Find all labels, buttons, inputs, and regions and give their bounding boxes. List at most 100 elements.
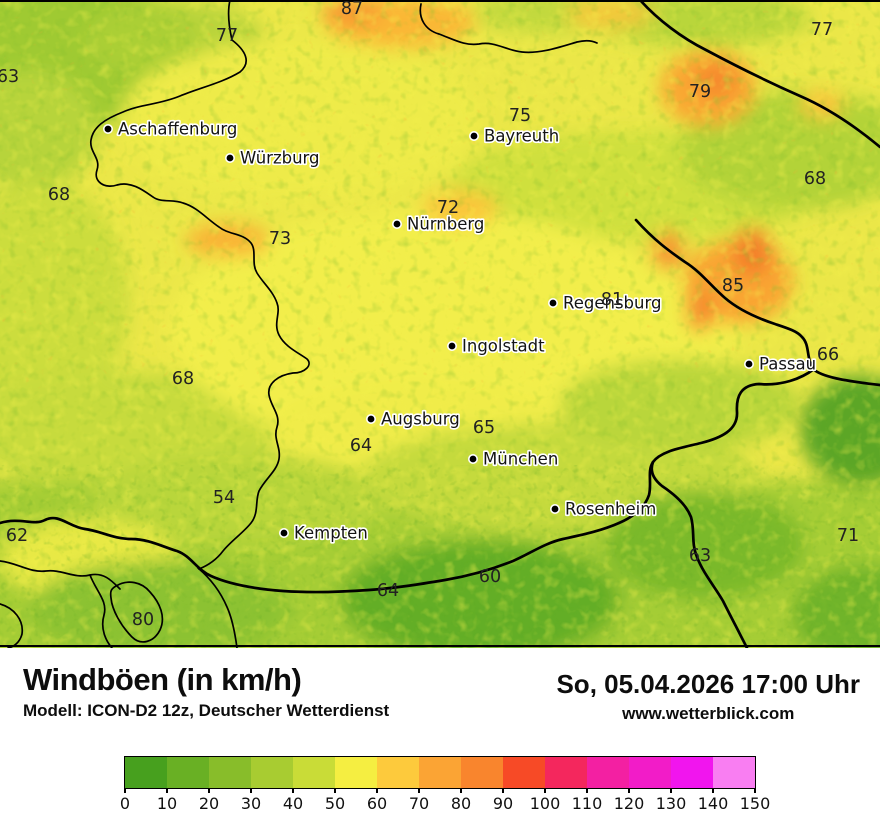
legend-tick-label: 80 bbox=[450, 794, 472, 813]
gust-value-label: 87 bbox=[341, 0, 363, 19]
color-scale-bar bbox=[124, 756, 756, 789]
legend-segment-50-60 bbox=[335, 757, 377, 788]
legend-segment-100-110 bbox=[545, 757, 587, 788]
legend-segment-80-90 bbox=[461, 757, 503, 788]
city-dot bbox=[547, 297, 558, 308]
city-label: Regensburg bbox=[563, 294, 661, 313]
map-noise-texture bbox=[0, 0, 880, 648]
gust-value-label: 63 bbox=[0, 67, 19, 87]
city-marker-augsburg: Augsburg bbox=[365, 408, 461, 430]
gust-value-label: 77 bbox=[216, 26, 238, 46]
city-marker-aschaffenburg: Aschaffenburg bbox=[103, 118, 239, 140]
gust-value-label: 64 bbox=[377, 581, 399, 601]
gust-value-label: 72 bbox=[437, 198, 459, 218]
page-title: Windböen (in km/h) bbox=[23, 662, 302, 697]
city-marker-regensburg: Regensburg bbox=[547, 292, 663, 314]
gust-value-label: 80 bbox=[132, 610, 154, 630]
city-label: Würzburg bbox=[240, 149, 320, 168]
city-marker-wrzburg: Würzburg bbox=[225, 147, 321, 169]
legend-segment-20-30 bbox=[209, 757, 251, 788]
city-label: Augsburg bbox=[381, 410, 460, 429]
city-label: Ingolstadt bbox=[462, 337, 545, 356]
legend-tick-label: 130 bbox=[655, 794, 687, 813]
gust-value-label: 68 bbox=[48, 185, 70, 205]
lake-constance-outline bbox=[109, 581, 164, 643]
legend-tick-mark bbox=[502, 788, 504, 793]
gust-values-layer: 87 77 77 63 79 75 68 68 72 73 85 81 66 68 65 64 54 62 71 63… bbox=[0, 0, 859, 630]
city-dot bbox=[446, 340, 457, 351]
city-label: Aschaffenburg bbox=[118, 120, 237, 139]
gust-value-label: 54 bbox=[213, 488, 235, 508]
gust-value-label: 79 bbox=[689, 82, 711, 102]
legend-segment-90-100 bbox=[503, 757, 545, 788]
gust-value-label: 85 bbox=[722, 276, 744, 296]
border-north bbox=[419, 3, 598, 54]
border-austria-alps bbox=[0, 367, 816, 594]
website-url: www.wetterblick.com bbox=[622, 704, 795, 723]
gust-value-label: 62 bbox=[6, 526, 28, 546]
city-label: Kempten bbox=[294, 524, 368, 543]
legend-tick-mark bbox=[544, 788, 546, 793]
legend-tick-mark bbox=[670, 788, 672, 793]
gust-value-label: 68 bbox=[172, 369, 194, 389]
border-southwest-2 bbox=[197, 567, 238, 648]
city-marker-kempten: Kempten bbox=[278, 522, 369, 544]
border-west-bavaria bbox=[89, 0, 310, 570]
legend-tick-mark bbox=[166, 788, 168, 793]
legend-tick-label: 0 bbox=[119, 794, 131, 813]
gust-value-label: 77 bbox=[811, 20, 833, 40]
gust-value-label: 60 bbox=[479, 567, 501, 587]
city-dot bbox=[549, 503, 560, 514]
city-dot bbox=[103, 124, 114, 135]
city-dot bbox=[743, 358, 754, 369]
gust-value-label: 68 bbox=[804, 169, 826, 189]
border-southwest-1 bbox=[0, 560, 121, 590]
legend-tick-mark bbox=[334, 788, 336, 793]
legend-segment-10-20 bbox=[167, 757, 209, 788]
legend-tick-mark bbox=[124, 788, 126, 793]
city-marker-mnchen: München bbox=[467, 448, 560, 470]
legend-tick-label: 150 bbox=[739, 794, 771, 813]
legend-tick-label: 90 bbox=[492, 794, 514, 813]
legend-tick-label: 30 bbox=[240, 794, 262, 813]
gust-value-label: 66 bbox=[817, 345, 839, 365]
legend-tick-label: 70 bbox=[408, 794, 430, 813]
legend-tick-label: 10 bbox=[156, 794, 178, 813]
gust-value-label: 63 bbox=[689, 546, 711, 566]
legend-segment-30-40 bbox=[251, 757, 293, 788]
city-dot bbox=[468, 131, 479, 142]
city-dot bbox=[225, 153, 236, 164]
legend-segment-120-130 bbox=[629, 757, 671, 788]
legend-tick-label: 120 bbox=[613, 794, 645, 813]
legend-tick-mark bbox=[418, 788, 420, 793]
city-label: München bbox=[483, 450, 558, 469]
city-marker-passau: Passau bbox=[743, 353, 818, 375]
legend-tick-mark bbox=[208, 788, 210, 793]
legend-tick-label: 60 bbox=[366, 794, 388, 813]
legend-tick-label: 40 bbox=[282, 794, 304, 813]
legend-tick-label: 110 bbox=[571, 794, 603, 813]
legend-tick-label: 140 bbox=[697, 794, 729, 813]
gust-value-label: 73 bbox=[269, 229, 291, 249]
legend-tick-mark bbox=[712, 788, 714, 793]
gust-value-label: 64 bbox=[350, 436, 372, 456]
border-czech-north bbox=[638, 0, 880, 149]
valid-datetime: So, 05.04.2026 17:00 Uhr bbox=[556, 669, 860, 699]
city-dot bbox=[278, 527, 289, 538]
map-info-left: Windböen (in km/h) Modell: ICON-D2 12z, … bbox=[23, 663, 389, 721]
city-marker-nrnberg: Nürnberg bbox=[391, 213, 486, 235]
wind-gust-map: Aschaffenburg Würzburg Bayreuth Nürnberg Reg… bbox=[0, 0, 880, 648]
legend-segment-140-150 bbox=[713, 757, 755, 788]
gust-value-label: 65 bbox=[473, 418, 495, 438]
legend-tick-mark bbox=[628, 788, 630, 793]
legend-segment-60-70 bbox=[377, 757, 419, 788]
model-info: Modell: ICON-D2 12z, Deutscher Wetterdie… bbox=[23, 701, 390, 720]
legend-tick-mark bbox=[250, 788, 252, 793]
map-info-right: So, 05.04.2026 17:00 Uhr www.wetterblick… bbox=[556, 670, 860, 724]
gust-value-label: 71 bbox=[837, 526, 859, 546]
border-salzburg bbox=[650, 460, 749, 648]
legend-segment-40-50 bbox=[293, 757, 335, 788]
legend-tick-mark bbox=[292, 788, 294, 793]
